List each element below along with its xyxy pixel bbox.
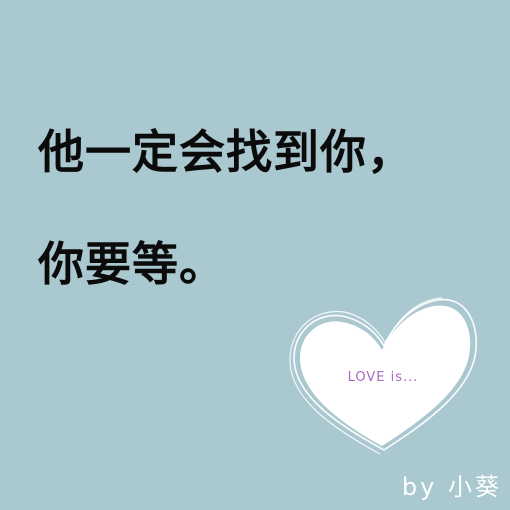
heart-icon xyxy=(289,297,477,455)
heart-graphic: LOVE is... xyxy=(282,296,478,462)
signature: by 小葵 xyxy=(401,473,502,501)
quote-line-1: 他一定会找到你， xyxy=(38,125,414,179)
heart-label: LOVE is... xyxy=(347,370,419,385)
quote-line-2: 你要等。 xyxy=(38,237,226,291)
